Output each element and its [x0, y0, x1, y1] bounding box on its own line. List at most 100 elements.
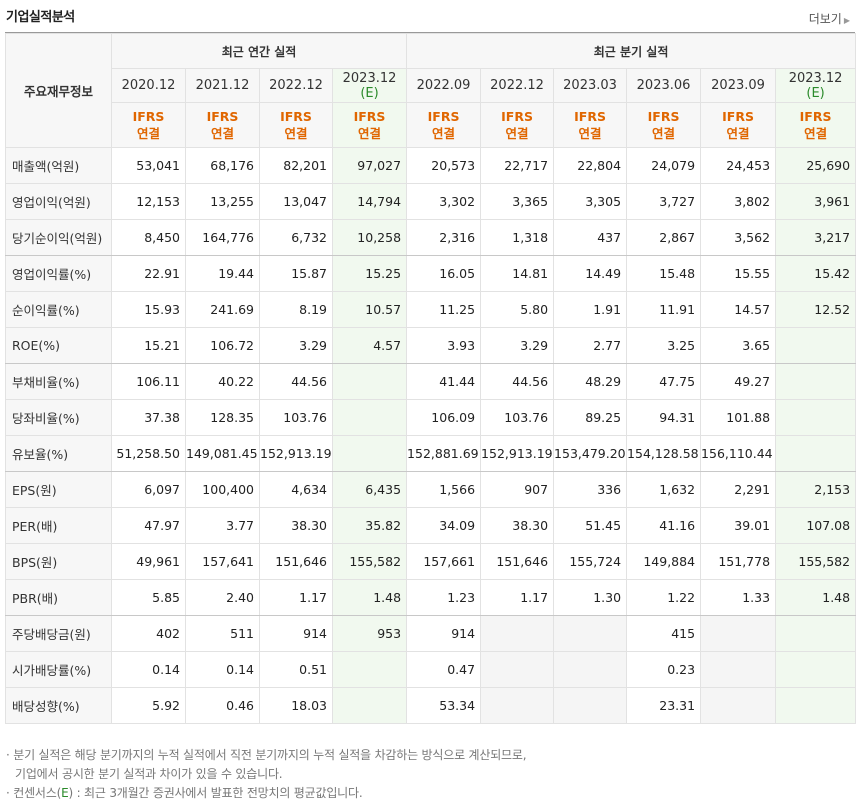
- value-cell: 1.48: [331, 579, 408, 616]
- row-label: 영업이익률(%): [5, 255, 112, 292]
- value-cell: [480, 615, 555, 652]
- row-label: 부채비율(%): [5, 363, 112, 400]
- value-cell: [775, 327, 856, 364]
- value-cell: [331, 435, 408, 472]
- basis-header: IFRS 연결: [626, 102, 702, 148]
- period-label: 2023.12: [788, 70, 843, 86]
- value-cell: 22.91: [111, 255, 186, 292]
- row-label: 시가배당률(%): [5, 651, 112, 688]
- basis-standard: IFRS: [574, 109, 606, 124]
- basis-standard: IFRS: [280, 109, 312, 124]
- value-cell: 1.48: [775, 579, 856, 616]
- value-cell: 336: [553, 471, 628, 508]
- value-cell: 2,291: [700, 471, 777, 508]
- value-cell: 10,258: [331, 219, 408, 256]
- value-cell: 8,450: [111, 219, 186, 256]
- value-cell: 155,724: [553, 543, 628, 580]
- value-cell: 0.23: [626, 651, 702, 688]
- value-cell: 24,079: [626, 147, 702, 184]
- value-cell: 155,582: [775, 543, 856, 580]
- value-cell: 1.30: [553, 579, 628, 616]
- period-label: 2022.09: [416, 78, 471, 93]
- value-cell: 0.47: [406, 651, 482, 688]
- more-link[interactable]: 더보기 ▶: [809, 10, 850, 27]
- row-label: 당기순이익(억원): [5, 219, 112, 256]
- value-cell: 38.30: [259, 507, 333, 544]
- value-cell: 6,097: [111, 471, 186, 508]
- value-cell: 0.51: [259, 651, 333, 688]
- basis-standard: IFRS: [353, 109, 386, 124]
- row-label: EPS(원): [5, 471, 112, 508]
- value-cell: 39.01: [700, 507, 777, 544]
- value-cell: 22,717: [480, 147, 555, 184]
- value-cell: 149,884: [626, 543, 702, 580]
- value-cell: 3,961: [775, 183, 856, 220]
- value-cell: 47.75: [626, 363, 702, 400]
- quarter-group-header: 최근 분기 실적: [406, 33, 856, 69]
- row-label: 영업이익(억원): [5, 183, 112, 220]
- period-label: 2023.09: [711, 78, 765, 93]
- annual-group-header: 최근 연간 실적: [110, 33, 408, 69]
- value-cell: 16.05: [406, 255, 482, 292]
- value-cell: [700, 687, 777, 724]
- value-cell: 11.91: [626, 291, 702, 328]
- value-cell: 106.09: [406, 399, 482, 436]
- table-row: 당좌비율(%) 37.38 128.35 103.76 106.09 103.76 89.2…: [5, 399, 856, 436]
- value-cell: 19.44: [185, 255, 260, 292]
- value-cell: 155,582: [331, 543, 408, 580]
- value-cell: 10.57: [331, 291, 408, 328]
- value-cell: 1.17: [259, 579, 333, 616]
- value-cell: 40.22: [185, 363, 260, 400]
- value-cell: 41.16: [626, 507, 702, 544]
- value-cell: 151,646: [480, 543, 555, 580]
- basis-consolidation: 연결: [136, 126, 160, 141]
- value-cell: 15.21: [111, 327, 186, 364]
- value-cell: 12.52: [775, 291, 856, 328]
- value-cell: 49.27: [700, 363, 777, 400]
- row-label: BPS(원): [5, 543, 112, 580]
- row-label: 순이익률(%): [5, 291, 112, 328]
- estimate-marker: (E): [806, 85, 825, 101]
- value-cell: 37.38: [111, 399, 186, 436]
- value-cell: 15.93: [111, 291, 186, 328]
- value-cell: 152,913.19: [480, 435, 555, 472]
- table-top-border: [5, 32, 855, 33]
- value-cell: 1,632: [626, 471, 702, 508]
- basis-consolidation: 연결: [432, 126, 456, 141]
- header-row-groups: 주요재무정보 최근 연간 실적 최근 분기 실적: [5, 33, 856, 148]
- value-cell: 47.97: [111, 507, 186, 544]
- value-cell: 1.33: [700, 579, 777, 616]
- section-title: 기업실적분석: [6, 10, 75, 25]
- footnote-1-cont: 기업에서 공시한 분기 실적과 차이가 있을 수 있습니다.: [15, 767, 283, 781]
- value-cell: 2.77: [553, 327, 628, 364]
- footnote-2-pre: · 컨센서스(: [6, 786, 62, 800]
- table-body: 매출액(억원) 53,041 68,176 82,201 97,027 20,573 22,…: [5, 147, 856, 724]
- row-label: 배당성향(%): [5, 687, 112, 724]
- value-cell: 156,110.44: [700, 435, 777, 472]
- value-cell: 1.22: [626, 579, 702, 616]
- basis-consolidation: 연결: [804, 126, 828, 141]
- value-cell: 107.08: [775, 507, 856, 544]
- more-label: 더보기: [808, 12, 842, 26]
- value-cell: 15.42: [775, 255, 856, 292]
- value-cell: 106.11: [111, 363, 186, 400]
- value-cell: 53,041: [111, 147, 186, 184]
- value-cell: 2,153: [775, 471, 856, 508]
- value-cell: 5.85: [111, 579, 186, 616]
- row-label: 유보율(%): [5, 435, 112, 472]
- value-cell: 152,881.69: [406, 435, 482, 472]
- value-cell: 15.55: [700, 255, 777, 292]
- basis-header: IFRS 연결: [185, 102, 260, 148]
- value-cell: 3,302: [406, 183, 482, 220]
- basis-consolidation: 연결: [652, 126, 676, 141]
- header-row-periods: 2020.12 2021.12 2022.12 2023.12 (E) 2022.09 20…: [6, 68, 856, 103]
- value-cell: 13,255: [185, 183, 260, 220]
- financial-table: 주요재무정보 최근 연간 실적 최근 분기 실적 2020.12 2021.12 2…: [5, 33, 856, 724]
- table-row: EPS(원) 6,097 100,400 4,634 6,435 1,566 907 336 1…: [5, 471, 856, 508]
- basis-consolidation: 연결: [726, 126, 750, 141]
- table-row: 부채비율(%) 106.11 40.22 44.56 41.44 44.56 48.29 47…: [5, 363, 856, 400]
- period-label: 2023.06: [636, 78, 691, 93]
- table-row: 순이익률(%) 15.93 241.69 8.19 10.57 11.25 5.80 1.91…: [5, 291, 856, 328]
- value-cell: 151,778: [700, 543, 777, 580]
- value-cell: 914: [406, 615, 482, 652]
